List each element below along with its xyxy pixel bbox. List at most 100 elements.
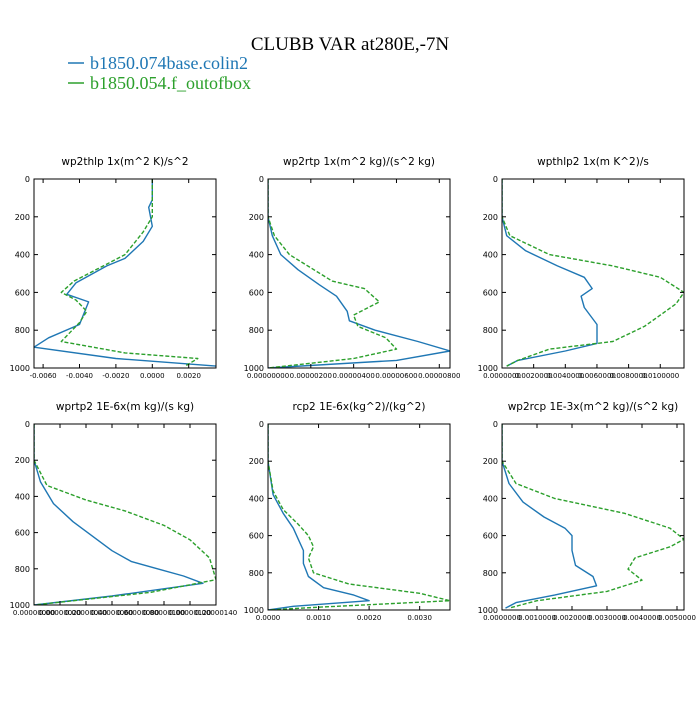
plot-frame — [501, 178, 685, 369]
y-tick-label: 0 — [493, 420, 498, 429]
y-tick-label: 200 — [483, 457, 498, 466]
y-tick-label: 200 — [249, 213, 264, 222]
x-tick-label: -0.0040 — [66, 372, 93, 380]
y-tick-label: 600 — [15, 288, 30, 297]
x-tick-label: 0.0050000 — [658, 614, 696, 622]
y-tick-label: 600 — [483, 288, 498, 297]
panel-title: rcp2 1E-6x(kg^2)/(kg^2) — [293, 401, 426, 413]
x-tick-label: 0.0000000 — [483, 372, 521, 380]
x-tick-label: -0.0020 — [102, 372, 129, 380]
y-tick-label: 400 — [483, 251, 498, 260]
series-line — [60, 179, 199, 367]
y-tick-label: 800 — [15, 326, 30, 335]
series-line — [502, 179, 684, 367]
y-tick-label: 1000 — [10, 601, 30, 610]
y-tick-label: 0 — [493, 175, 498, 184]
x-tick-label: 0.0020000 — [553, 614, 591, 622]
x-tick-label: 0.00000140 — [195, 609, 237, 617]
panel-3: wpthlp2 1x(m K^2)/s020040060080010000.00… — [478, 156, 685, 380]
x-tick-label: 0.0000 — [256, 614, 281, 622]
y-tick-label: 0 — [25, 420, 30, 429]
y-tick-label: 200 — [249, 457, 264, 466]
legend-label-1: b1850.074base.colin2 — [90, 53, 248, 73]
y-tick-label: 800 — [249, 569, 264, 578]
plot-frame — [33, 423, 217, 606]
x-tick-label: 0.00000060 — [91, 609, 133, 617]
x-tick-label: 0.0100000 — [641, 372, 679, 380]
x-tick-label: 0.00000400 — [332, 372, 374, 380]
series-line — [268, 424, 370, 610]
figure-title: CLUBB VAR at280E,-7N — [251, 34, 450, 55]
plot-frame — [267, 178, 451, 369]
x-tick-label: 0.0080000 — [610, 372, 648, 380]
y-tick-label: 600 — [249, 532, 264, 541]
y-tick-label: 400 — [249, 251, 264, 260]
series-line — [502, 424, 684, 609]
plot-frame — [501, 423, 685, 611]
y-tick-label: 200 — [15, 456, 30, 465]
plot-lines — [268, 179, 450, 368]
y-tick-label: 200 — [483, 213, 498, 222]
plot-lines — [502, 424, 684, 609]
y-tick-label: 1000 — [478, 606, 498, 615]
x-tick-label: 0.0040000 — [546, 372, 584, 380]
panel-title: wpthlp2 1x(m K^2)/s — [537, 156, 649, 168]
series-line — [34, 424, 204, 605]
series-line — [502, 424, 598, 609]
x-tick-label: 0.00000600 — [375, 372, 417, 380]
x-tick-label: -0.0060 — [30, 372, 57, 380]
x-tick-label: 0.0010 — [306, 614, 331, 622]
x-tick-label: 0.0040000 — [623, 614, 661, 622]
panel-5: rcp2 1E-6x(kg^2)/(kg^2) 0 200 400 600 800 1000… — [244, 401, 451, 622]
panel-title: wp2rtp 1x(m^2 kg)/(s^2 kg) — [283, 156, 435, 168]
x-tick-label: 0.00000000 — [247, 372, 289, 380]
panel-title: wp2rcp 1E-3x(m^2 kg)/(s^2 kg) — [508, 401, 679, 413]
y-tick-label: 800 — [249, 326, 264, 335]
y-tick-label: 800 — [15, 565, 30, 574]
series-line — [34, 424, 216, 605]
plot-lines — [502, 179, 684, 367]
y-tick-label: 400 — [249, 494, 264, 503]
series-line — [268, 179, 398, 368]
series-line — [502, 179, 598, 367]
x-tick-label: 0.0020000 — [515, 372, 553, 380]
y-tick-label: 400 — [15, 492, 30, 501]
x-tick-label: 0.00000000 — [13, 609, 55, 617]
x-tick-label: 0.0030000 — [588, 614, 626, 622]
y-tick-label: 0 — [259, 420, 264, 429]
panel-1: wp2thlp 1x(m^2 K)/s^202004006008001000-0… — [10, 156, 217, 380]
y-tick-label: 0 — [259, 175, 264, 184]
y-tick-label: 0 — [25, 175, 30, 184]
y-tick-label: 600 — [483, 532, 498, 541]
plot-lines — [34, 179, 216, 367]
x-tick-label: 0.00000100 — [143, 609, 185, 617]
x-tick-label: 0.0060000 — [578, 372, 616, 380]
y-tick-label: 600 — [15, 529, 30, 538]
x-tick-label: 0.00000120 — [169, 609, 211, 617]
plot-lines — [268, 424, 450, 610]
figure-legend: b1850.074base.colin2 b1850.054.f_outofbo… — [68, 53, 251, 93]
y-tick-label: 1000 — [478, 364, 498, 373]
x-tick-label: 0.0010000 — [518, 614, 556, 622]
y-tick-label: 400 — [483, 494, 498, 503]
y-tick-label: 1000 — [244, 364, 264, 373]
y-tick-label: 400 — [15, 251, 30, 260]
series-line — [268, 179, 450, 368]
y-tick-label: 1000 — [10, 364, 30, 373]
plot-lines — [34, 424, 216, 605]
panel-2: wp2rtp 1x(m^2 kg)/(s^2 kg) 0 200 400 600 800 1… — [244, 156, 461, 380]
x-tick-label: 0.0020 — [357, 614, 382, 622]
y-tick-label: 800 — [483, 569, 498, 578]
legend-label-2: b1850.054.f_outofbox — [90, 73, 251, 93]
x-tick-label: 0.0030 — [407, 614, 432, 622]
plot-frame — [267, 423, 451, 611]
x-tick-label: 0.00000020 — [39, 609, 81, 617]
panel-4: wprtp2 1E-6x(m kg)/(s kg) 0 200 400 600 800 10… — [10, 401, 238, 617]
x-tick-label: 0.00000800 — [418, 372, 460, 380]
x-tick-label: 0.00000080 — [117, 609, 159, 617]
panel-title: wp2thlp 1x(m^2 K)/s^2 — [61, 156, 188, 168]
x-tick-label: 0.00000040 — [65, 609, 107, 617]
y-tick-label: 200 — [15, 213, 30, 222]
